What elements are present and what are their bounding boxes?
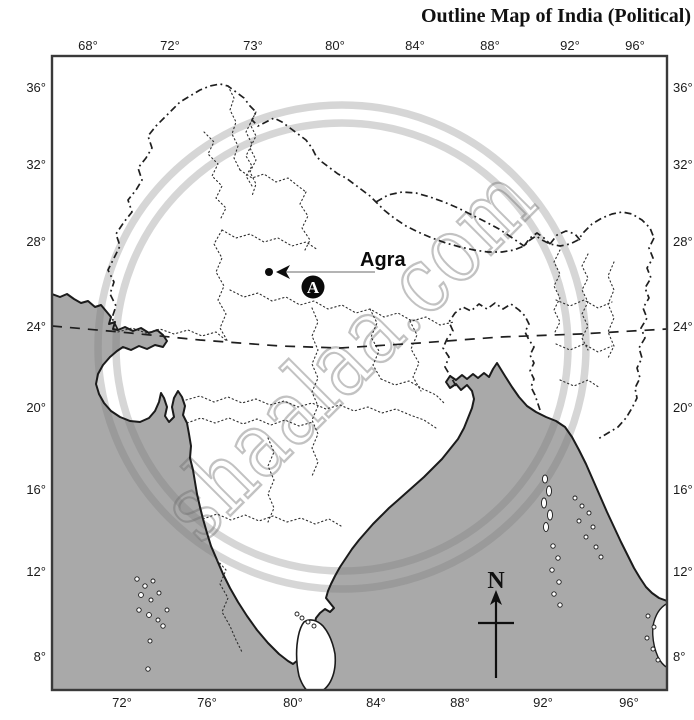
axis-labels-left: 36° 32° 28° 24° 20° 16° 12° 8° (26, 80, 46, 664)
border-bangladesh (442, 302, 541, 411)
axis-labels-bottom: 72° 76° 80° 84° 88° 92° 96° (112, 695, 639, 710)
agra-marker: Agra A (265, 249, 406, 299)
international-borders (107, 83, 655, 440)
adams-bridge-islands (294, 611, 317, 629)
tick-left-32: 32° (26, 157, 46, 172)
tick-bottom-88: 88° (450, 695, 470, 710)
coastline (52, 293, 667, 665)
tick-left-8: 8° (34, 649, 46, 664)
axis-labels-top: 68° 72° 73° 80° 84° 88° 92° 96° (78, 38, 645, 53)
watermark-circle-inner (112, 119, 572, 575)
tick-top-68: 68° (78, 38, 98, 53)
marker-a-letter: A (307, 278, 320, 297)
map-frame (50, 54, 669, 692)
tick-bottom-72: 72° (112, 695, 132, 710)
compass-n-label: N (487, 568, 505, 594)
tick-right-8: 8° (673, 649, 685, 664)
lakshadweep-islands (134, 576, 170, 672)
state-borders (117, 85, 615, 653)
andaman-nicobar-islands (541, 474, 563, 608)
tick-top-92: 92° (560, 38, 580, 53)
tick-top-73: 73° (243, 38, 263, 53)
agra-arrowhead (276, 265, 290, 279)
tick-bottom-80: 80° (283, 695, 303, 710)
agra-dot (265, 268, 273, 276)
tick-left-36: 36° (26, 80, 46, 95)
axis-labels-right: 36° 32° 28° 24° 20° 16° 12° 8° (673, 80, 693, 664)
tick-right-12: 12° (673, 564, 693, 579)
tick-right-36: 36° (673, 80, 693, 95)
sumatra-tip (652, 602, 667, 669)
tick-top-96: 96° (625, 38, 645, 53)
border-bhutan-north (549, 230, 581, 245)
border-nepal-north (375, 191, 525, 247)
myanmar-coast-islands (572, 495, 661, 663)
tick-right-32: 32° (673, 157, 693, 172)
tick-left-12: 12° (26, 564, 46, 579)
agra-label: Agra (360, 249, 406, 271)
sri-lanka (295, 619, 337, 690)
tick-top-80: 80° (325, 38, 345, 53)
tick-left-28: 28° (26, 234, 46, 249)
tick-right-16: 16° (673, 482, 693, 497)
tick-bottom-76: 76° (197, 695, 217, 710)
tick-left-24: 24° (26, 319, 46, 334)
border-myanmar (597, 237, 655, 440)
tick-right-24: 24° (673, 319, 693, 334)
tick-left-20: 20° (26, 400, 46, 415)
border-west-north (107, 83, 655, 331)
tick-top-72: 72° (160, 38, 180, 53)
tick-top-88: 88° (480, 38, 500, 53)
border-sikkim (523, 232, 551, 247)
marker-a-badge (301, 275, 325, 299)
sea (52, 294, 667, 690)
page-title: Outline Map of India (Political) (421, 5, 691, 27)
tick-bottom-96: 96° (619, 695, 639, 710)
tropic-of-cancer-line (52, 325, 667, 349)
tick-right-28: 28° (673, 234, 693, 249)
tick-right-20: 20° (673, 400, 693, 415)
tick-bottom-92: 92° (533, 695, 553, 710)
tick-left-16: 16° (26, 482, 46, 497)
north-arrow: N (478, 568, 514, 678)
tick-bottom-84: 84° (366, 695, 386, 710)
map-canvas: shaalaa.com (52, 56, 667, 690)
tick-top-84: 84° (405, 38, 425, 53)
